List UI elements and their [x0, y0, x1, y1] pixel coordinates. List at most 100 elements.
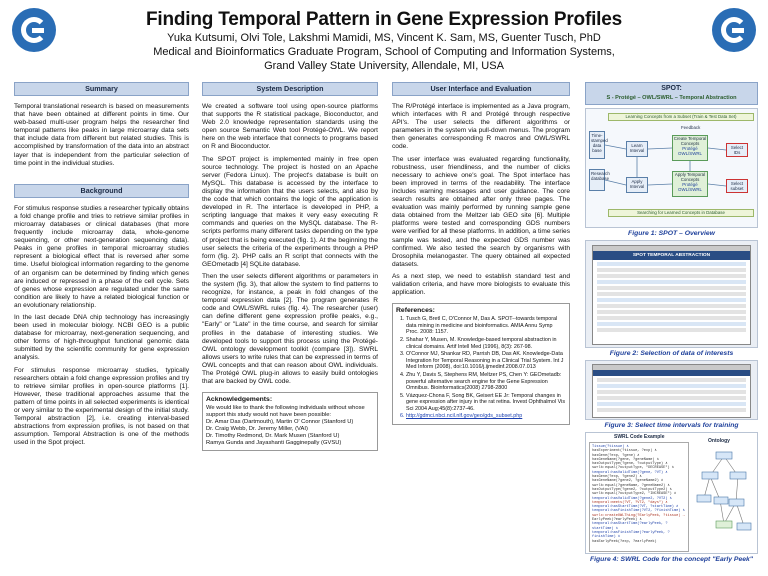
reference-link[interactable]: http://gdmci.nbci.ncil.nlf.gov/geo/gds_s…	[406, 413, 566, 420]
figure-4-swrl: SWRL Code Example Ontology Tissue(?tissu…	[585, 432, 758, 554]
fig1-box: Apply Temporal Concepts Protégé OWL/SWRL	[672, 171, 708, 197]
code-line: temporal:meets(?VT, ?VT2, "days") ∧	[592, 500, 668, 505]
code-line: hasGeneName(?gene2, ?geneName2) ∧	[592, 479, 664, 484]
fig1-top-band: Learning Concepts from a Subset (Train &…	[608, 113, 754, 121]
fig1-box-label: Create Temporal Concepts	[673, 136, 707, 146]
system-paragraph-2: The SPOT project is implemented mainly i…	[202, 155, 378, 268]
acknowledgements-line-2: Dr. Craig Webb, Dr. Jeremy Miller, (VAI)	[206, 426, 308, 433]
fig2-banner: SPOT TEMPORAL ABSTRACTION	[593, 251, 750, 260]
column-3: User Interface and Evaluation The R/Prot…	[392, 82, 570, 426]
fig4-code-label: SWRL Code Example	[614, 434, 665, 440]
background-paragraph-3: For stimulus response microarray studies…	[14, 366, 189, 447]
fig1-box: Learn Interval	[626, 141, 648, 157]
fig2-row	[597, 304, 746, 308]
fig1-arrows	[604, 144, 727, 187]
evaluation-paragraph-3: As a next step, we need to establish sta…	[392, 272, 570, 297]
fig1-box: Time-stamped data base	[589, 131, 608, 159]
fig1-label: Feedback	[681, 125, 701, 130]
code-line: temporal:hasValidTime(?gene, ?VT) ∧	[592, 470, 668, 475]
acknowledgements-intro: We would like to thank the following ind…	[206, 405, 365, 419]
affiliation-line-2: Grand Valley State University, Allendale…	[264, 60, 504, 72]
system-paragraph-3: Then the user selects different algorith…	[202, 272, 378, 386]
references-heading: References:	[396, 307, 435, 315]
reference-item: Shahar Y, Musen, M. Knowledge-based temp…	[406, 337, 566, 350]
code-line: temporal:hasFinishTime(?earlyPeek, ?fini…	[592, 530, 670, 540]
poster-title: Finding Temporal Pattern in Gene Express…	[146, 9, 622, 30]
fig3-row	[597, 390, 746, 394]
fig3-row	[597, 378, 746, 382]
fig2-row	[597, 310, 746, 314]
fig2-row	[597, 280, 746, 284]
fig1-label: Protégé OWL/SWRL	[678, 146, 702, 156]
fig2-row	[597, 316, 746, 320]
acknowledgements-line-4: Ramya Gunda and Jayashanti Gagginepally …	[206, 440, 342, 447]
references-box: References: Tusch G, Bretl C, O'Connor M…	[392, 303, 570, 426]
code-line: temporal:hasStartTime(?earlyPeek, ?start…	[592, 522, 668, 531]
fig2-row	[597, 322, 746, 326]
fig1-box: Select IDs	[726, 143, 748, 157]
reference-item: Zhu Y, Davis S, Stephens RM, Meltzer PS,…	[406, 372, 566, 392]
code-line: temporal:hasFinishTime(?VT2, ?finishTime…	[592, 509, 685, 514]
poster-authors: Yuka Kutsumi, Olvi Tole, Lakshmi Mamidi,…	[80, 31, 688, 73]
fig1-bottom-band: Searching for Learned Concepts in Databa…	[608, 209, 754, 217]
fig2-row	[597, 328, 746, 332]
fig1-box: Apply Interval	[626, 177, 648, 193]
fig2-titlebar	[593, 246, 750, 251]
fig3-window	[592, 364, 751, 418]
figure-1-caption: Figure 1: SPOT – Overview	[628, 230, 715, 237]
fig1-box: Select subset	[726, 179, 748, 193]
code-line: temporal:hasValidTime(?gene2, ?VT2) ∧	[592, 496, 672, 501]
fig2-row	[597, 274, 746, 278]
background-paragraph-2: In the last decade DNA chip technology h…	[14, 313, 189, 362]
fig3-row	[597, 402, 746, 406]
code-line: swrlb:equal(?outputType, "DECREASE") ∧	[592, 466, 674, 471]
gvsu-logo-left	[12, 8, 56, 52]
evaluation-paragraph-2: The user interface was evaluated regardi…	[392, 155, 570, 268]
code-line: hasGene(?exp, ?gene) ∧	[592, 453, 640, 458]
figure-3-caption: Figure 3: Select time intervals for trai…	[604, 422, 739, 429]
code-line: Tissue(?tissue) ∧	[592, 445, 629, 449]
reference-item: Vázquez-Chona F, Song BK, Geisert EE Jr:…	[406, 393, 566, 413]
code-line: hasEarlyPeek(?exp, ?earlyPeek)	[592, 539, 657, 544]
figure-3-screenshot	[585, 360, 758, 420]
swrl-code-block: Tissue(?tissue) ∧ hasExperiment(?tissue,…	[589, 442, 689, 552]
acknowledgements-heading: Acknowledgements:	[206, 396, 273, 404]
code-line: swrlb:equal(?outputType2, "INCREASE") ∧	[592, 492, 677, 497]
summary-heading: Summary	[14, 82, 189, 96]
acknowledgements-body: We would like to thank the following ind…	[206, 405, 374, 447]
figure-2-caption: Figure 2: Selection of data of interests	[609, 350, 734, 357]
spot-heading-box: SPOT: S - Protégé – OWL/SWRL – Temporal …	[585, 82, 758, 105]
code-line: swrlb:equal(?geneName, ?geneName2) ∧	[592, 483, 670, 488]
acknowledgements-box: Acknowledgements: We would like to thank…	[202, 392, 378, 452]
evaluation-paragraph-1: The R/Protégé interface is implemented a…	[392, 103, 570, 151]
evaluation-heading: User Interface and Evaluation	[392, 82, 570, 96]
affiliation-line-1: Medical and Bioinformatics Graduate Prog…	[153, 46, 615, 58]
fig2-row	[597, 298, 746, 302]
fig1-box: Create Temporal Concepts Protégé OWL/SWR…	[672, 135, 708, 161]
code-line: EarlyPeek(?earlyPeek) ∧	[592, 518, 642, 523]
fig2-row	[597, 292, 746, 296]
fig3-titlebar	[593, 365, 750, 370]
code-line: hasGene(?exp, ?gene2) ∧	[592, 475, 642, 480]
spot-heading: SPOT:	[661, 85, 682, 92]
background-heading: Background	[14, 183, 189, 198]
fig1-label: Protégé OWL/SWRL	[678, 182, 702, 192]
code-line: hasGeneName(?gene, ?geneName) ∧	[592, 457, 659, 462]
code-line: temporal:hasStartTime(?VT, ?startTime) ∧	[592, 505, 679, 510]
fig4-ontology-label: Ontology	[708, 438, 730, 444]
code-line: hasOutputType(?gene, ?outputType) ∧	[592, 462, 668, 467]
fig3-row	[597, 396, 746, 400]
fig3-row	[597, 408, 746, 412]
column-2: System Description We created a software…	[202, 82, 378, 452]
references-list: Tusch G, Bretl C, O'Connor M, Das A. SPO…	[396, 316, 566, 420]
background-paragraph-1: For stimulus response studies a research…	[14, 204, 189, 309]
fig3-row	[597, 384, 746, 388]
code-line: hasOutputType(?gene2, ?outputType2) ∧	[592, 487, 672, 492]
fig2-row	[597, 262, 746, 266]
fig3-banner	[593, 370, 750, 376]
gvsu-logo-right	[712, 8, 756, 52]
ontology-graph	[696, 451, 752, 531]
code-line: swrlx:createOWLThing(?EarlyPeek, ?tissue…	[592, 513, 685, 518]
code-line: hasExperiment(?tissue, ?exp) ∧	[592, 449, 657, 454]
spot-subtitle: S - Protégé – OWL/SWRL – Temporal Abstra…	[606, 95, 737, 101]
